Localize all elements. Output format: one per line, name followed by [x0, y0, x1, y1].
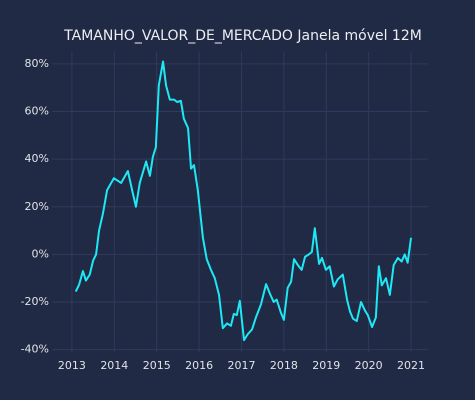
y-tick-label: 60% — [25, 105, 49, 118]
x-tick-label: 2016 — [185, 359, 213, 372]
x-tick-label: 2017 — [227, 359, 255, 372]
y-tick-label: 80% — [25, 57, 49, 70]
x-tick-label: 2018 — [270, 359, 298, 372]
chart-title: TAMANHO_VALOR_DE_MERCADO Janela móvel 12… — [63, 28, 422, 44]
x-tick-label: 2015 — [143, 359, 171, 372]
x-tick-label: 2020 — [355, 359, 383, 372]
x-tick-label: 2014 — [100, 359, 128, 372]
x-tick-label: 2019 — [312, 359, 340, 372]
data-line — [74, 60, 413, 342]
x-tick-label: 2021 — [397, 359, 425, 372]
y-tick-label: -20% — [21, 295, 49, 308]
y-tick-label: 40% — [25, 152, 49, 165]
y-tick-label: -40% — [21, 343, 49, 356]
y-tick-label: 20% — [25, 200, 49, 213]
y-tick-label: 0% — [32, 247, 49, 260]
x-tick-label: 2013 — [58, 359, 86, 372]
